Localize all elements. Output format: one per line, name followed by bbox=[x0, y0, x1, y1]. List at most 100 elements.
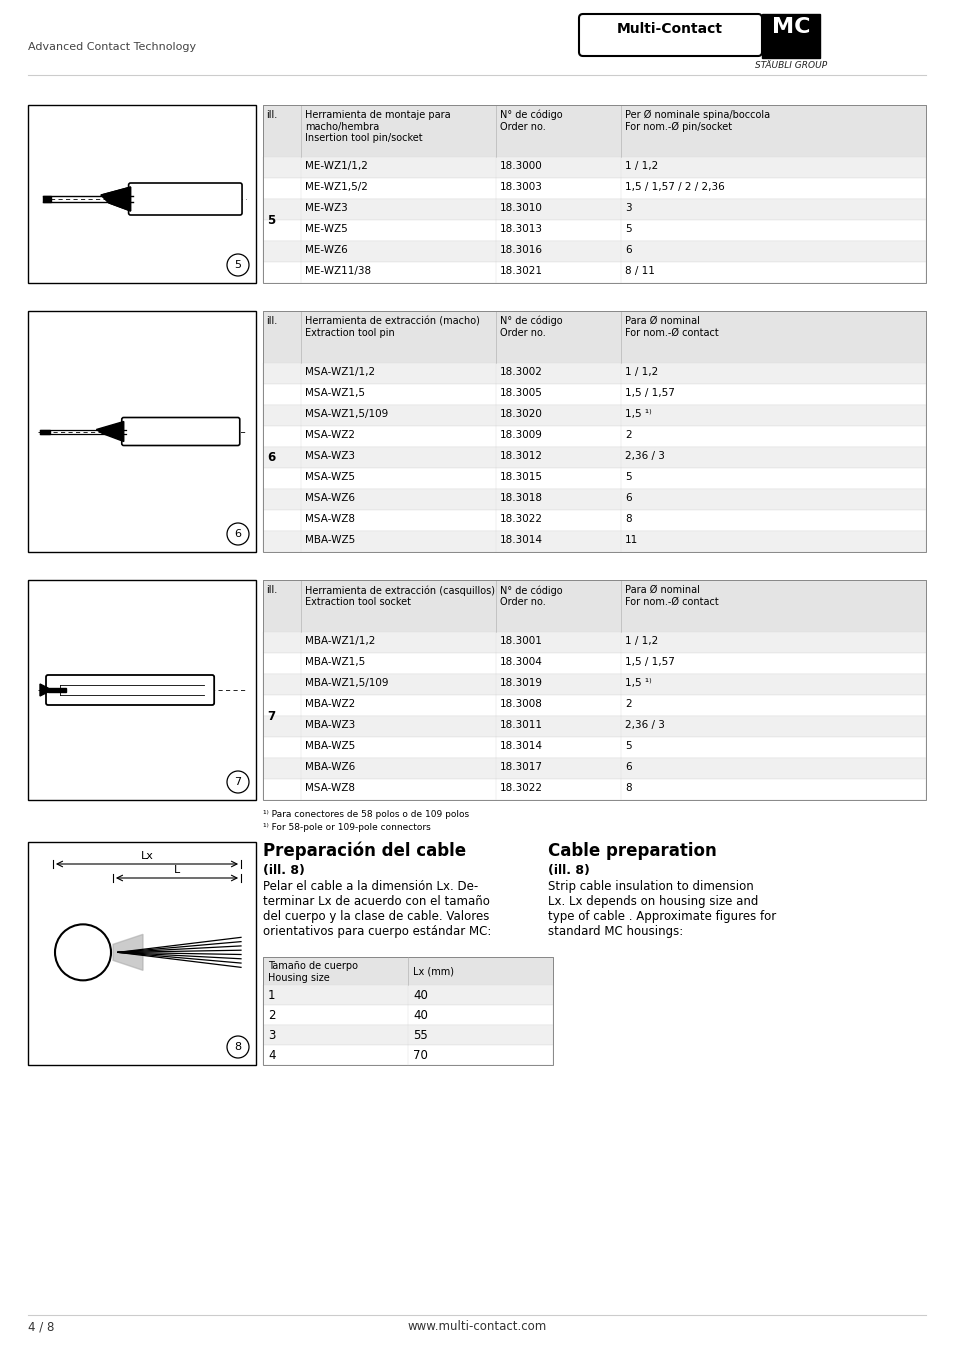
Text: MBA-WZ1/1,2: MBA-WZ1/1,2 bbox=[305, 636, 375, 647]
Text: Preparación del cable: Preparación del cable bbox=[263, 842, 466, 860]
Text: ill.: ill. bbox=[266, 585, 277, 595]
Text: 18.3010: 18.3010 bbox=[499, 202, 542, 213]
Text: Herramienta de montaje para
macho/hembra
Insertion tool pin/socket: Herramienta de montaje para macho/hembra… bbox=[305, 109, 450, 143]
Text: 18.3002: 18.3002 bbox=[499, 367, 542, 377]
Bar bbox=[263, 674, 925, 695]
Text: Tamaño de cuerpo
Housing size: Tamaño de cuerpo Housing size bbox=[268, 961, 357, 983]
Text: L: L bbox=[173, 865, 180, 875]
Bar bbox=[263, 757, 925, 779]
Text: ME-WZ1/1,2: ME-WZ1/1,2 bbox=[305, 161, 368, 171]
Text: 1,5 ¹⁾: 1,5 ¹⁾ bbox=[624, 678, 651, 688]
Text: 70: 70 bbox=[413, 1049, 428, 1062]
Bar bbox=[263, 580, 925, 632]
Text: N° de código
Order no.: N° de código Order no. bbox=[499, 316, 562, 338]
Text: 18.3022: 18.3022 bbox=[499, 514, 542, 524]
Polygon shape bbox=[40, 429, 50, 433]
Bar bbox=[263, 468, 925, 489]
Bar bbox=[263, 310, 925, 363]
Bar bbox=[263, 383, 925, 405]
Text: 7: 7 bbox=[267, 710, 274, 722]
Text: 18.3001: 18.3001 bbox=[499, 636, 542, 647]
Text: 18.3011: 18.3011 bbox=[499, 720, 542, 730]
Text: www.multi-contact.com: www.multi-contact.com bbox=[407, 1320, 546, 1332]
Text: 18.3021: 18.3021 bbox=[499, 266, 542, 275]
Text: ME-WZ5: ME-WZ5 bbox=[305, 224, 348, 234]
Text: ME-WZ1,5/2: ME-WZ1,5/2 bbox=[305, 182, 368, 192]
Text: MBA-WZ5: MBA-WZ5 bbox=[305, 535, 355, 545]
Text: ill.: ill. bbox=[266, 316, 277, 325]
Text: 5: 5 bbox=[624, 224, 631, 234]
Text: ¹⁾ Para conectores de 58 polos o de 109 polos: ¹⁾ Para conectores de 58 polos o de 109 … bbox=[263, 810, 469, 819]
Polygon shape bbox=[48, 688, 66, 693]
Bar bbox=[263, 580, 925, 801]
Text: 18.3004: 18.3004 bbox=[499, 657, 542, 667]
Text: 6: 6 bbox=[624, 493, 631, 504]
Text: Lx: Lx bbox=[140, 850, 153, 861]
Text: 3: 3 bbox=[624, 202, 631, 213]
Text: 18.3022: 18.3022 bbox=[499, 783, 542, 792]
Bar bbox=[263, 632, 925, 653]
Bar bbox=[28, 105, 255, 284]
Bar bbox=[263, 262, 925, 284]
Text: 18.3015: 18.3015 bbox=[499, 472, 542, 482]
Text: 2: 2 bbox=[624, 699, 631, 709]
Text: ME-WZ11/38: ME-WZ11/38 bbox=[305, 266, 371, 275]
Polygon shape bbox=[101, 188, 131, 211]
FancyBboxPatch shape bbox=[129, 184, 242, 215]
Bar bbox=[28, 842, 255, 1065]
Text: 7: 7 bbox=[234, 778, 241, 787]
Text: 40: 40 bbox=[413, 1008, 428, 1022]
Bar bbox=[263, 695, 925, 716]
Text: 2,36 / 3: 2,36 / 3 bbox=[624, 720, 664, 730]
Text: N° de código
Order no.: N° de código Order no. bbox=[499, 109, 562, 132]
Text: 1 / 1,2: 1 / 1,2 bbox=[624, 367, 658, 377]
Text: STÄUBLI GROUP: STÄUBLI GROUP bbox=[754, 61, 826, 70]
Text: Cable preparation: Cable preparation bbox=[547, 842, 716, 860]
Bar bbox=[263, 531, 925, 552]
Bar bbox=[263, 363, 925, 383]
Bar bbox=[263, 220, 925, 242]
Text: 18.3005: 18.3005 bbox=[499, 387, 542, 398]
Text: Strip cable insulation to dimension
Lx. Lx depends on housing size and
type of c: Strip cable insulation to dimension Lx. … bbox=[547, 880, 776, 938]
Bar bbox=[263, 779, 925, 801]
Bar bbox=[761, 14, 820, 58]
Text: 8 / 11: 8 / 11 bbox=[624, 266, 654, 275]
Bar bbox=[28, 310, 255, 552]
Bar bbox=[28, 580, 255, 801]
Text: 1: 1 bbox=[268, 990, 275, 1002]
Text: ill.: ill. bbox=[266, 109, 277, 120]
Text: Advanced Contact Technology: Advanced Contact Technology bbox=[28, 42, 196, 53]
Polygon shape bbox=[40, 684, 48, 697]
Polygon shape bbox=[96, 421, 124, 441]
Bar bbox=[263, 405, 925, 427]
Text: MBA-WZ6: MBA-WZ6 bbox=[305, 761, 355, 772]
Text: 2: 2 bbox=[268, 1008, 275, 1022]
Text: MSA-WZ5: MSA-WZ5 bbox=[305, 472, 355, 482]
Polygon shape bbox=[43, 196, 51, 202]
Text: Herramienta de extracción (casquillos)
Extraction tool socket: Herramienta de extracción (casquillos) E… bbox=[305, 585, 495, 608]
FancyBboxPatch shape bbox=[122, 417, 239, 446]
Text: Para Ø nominal
For nom.-Ø contact: Para Ø nominal For nom.-Ø contact bbox=[624, 316, 718, 338]
Bar bbox=[263, 1045, 553, 1065]
Text: Lx (mm): Lx (mm) bbox=[413, 967, 454, 977]
Text: (ill. 8): (ill. 8) bbox=[263, 864, 305, 878]
Text: 18.3009: 18.3009 bbox=[499, 431, 542, 440]
Text: 8: 8 bbox=[624, 514, 631, 524]
Text: MSA-WZ2: MSA-WZ2 bbox=[305, 431, 355, 440]
Bar bbox=[263, 198, 925, 220]
Text: MSA-WZ1,5/109: MSA-WZ1,5/109 bbox=[305, 409, 388, 418]
Text: 18.3012: 18.3012 bbox=[499, 451, 542, 460]
Text: 1,5 ¹⁾: 1,5 ¹⁾ bbox=[624, 409, 651, 418]
Text: 5: 5 bbox=[624, 741, 631, 751]
Bar bbox=[263, 427, 925, 447]
Text: MBA-WZ1,5: MBA-WZ1,5 bbox=[305, 657, 365, 667]
Text: 6: 6 bbox=[267, 451, 275, 464]
Text: 1 / 1,2: 1 / 1,2 bbox=[624, 636, 658, 647]
Text: 6: 6 bbox=[234, 529, 241, 539]
Bar bbox=[263, 1004, 553, 1025]
Text: ME-WZ6: ME-WZ6 bbox=[305, 244, 348, 255]
Text: N° de código
Order no.: N° de código Order no. bbox=[499, 585, 562, 608]
Bar bbox=[263, 653, 925, 674]
Text: 3: 3 bbox=[268, 1029, 275, 1042]
Bar bbox=[263, 737, 925, 757]
